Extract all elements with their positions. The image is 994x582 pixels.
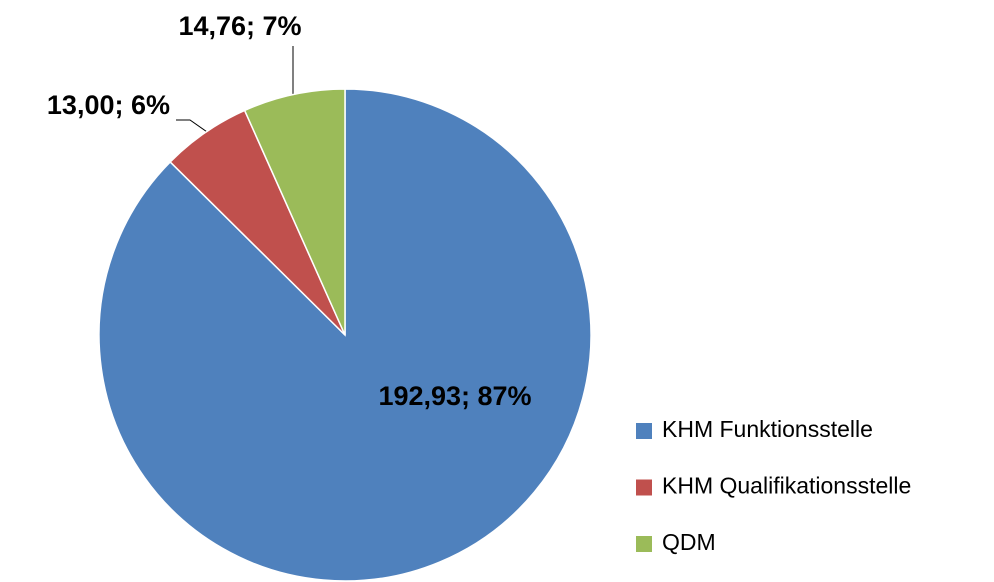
legend-swatch	[636, 423, 652, 439]
data-label: 13,00; 6%	[47, 90, 170, 120]
legend-label: KHM Qualifikationsstelle	[662, 473, 911, 499]
data-label: 192,93; 87%	[378, 381, 531, 411]
leader-line	[176, 119, 211, 135]
pie-slice	[243, 88, 346, 336]
legend-label: KHM Funktionsstelle	[662, 416, 873, 442]
data-label: 14,76; 7%	[178, 11, 301, 41]
legend-label: QDM	[662, 529, 716, 555]
pie-slice	[98, 88, 592, 582]
legend-swatch	[636, 536, 652, 552]
legend-swatch	[636, 479, 652, 496]
